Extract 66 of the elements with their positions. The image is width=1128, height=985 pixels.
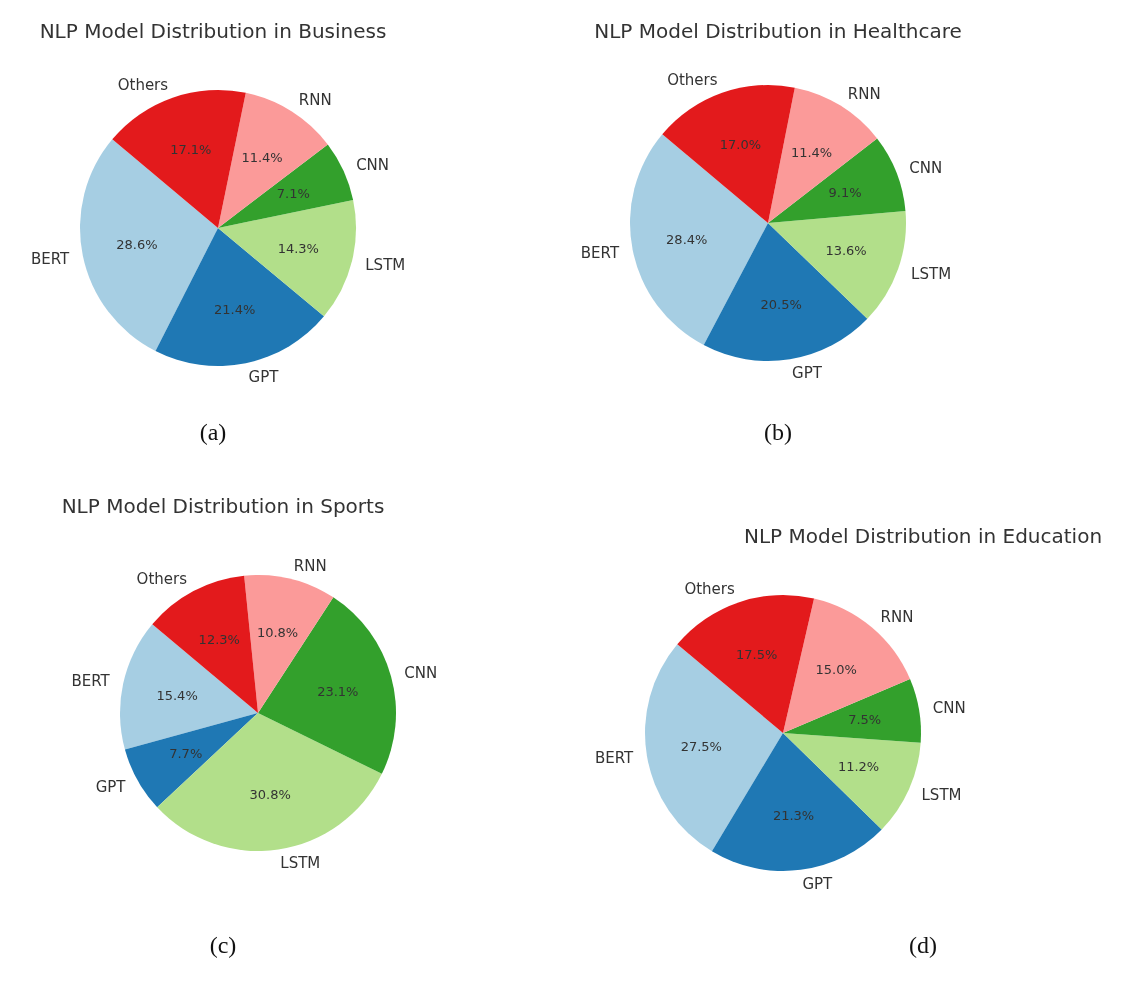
slice-label: BERT: [31, 249, 71, 268]
pie-slice: [155, 228, 324, 366]
data-label: 30.8%: [249, 787, 291, 803]
data-label: 28.4%: [666, 231, 708, 247]
slice-label: GPT: [802, 874, 834, 893]
slice-label: Others: [117, 75, 169, 94]
chart-title: NLP Model Distribution in Business: [39, 19, 387, 43]
slice-label: BERT: [580, 243, 620, 262]
data-label: 15.4%: [156, 687, 198, 703]
slice-label: BERT: [71, 671, 111, 690]
data-label: 17.0%: [719, 137, 762, 153]
data-label: 12.3%: [198, 632, 240, 648]
data-label: 7.7%: [169, 745, 203, 761]
data-label: 14.3%: [277, 240, 319, 256]
slice-label: BERT: [595, 749, 635, 768]
pie-slice: [783, 679, 921, 743]
data-label: 7.1%: [276, 186, 310, 202]
data-label: 21.4%: [214, 301, 256, 317]
slice-label: GPT: [792, 364, 823, 383]
slice-label: RNN: [298, 90, 332, 109]
data-label: 10.8%: [256, 625, 299, 641]
slice-label: LSTM: [365, 256, 406, 275]
data-label: 21.3%: [772, 807, 815, 823]
slice-label: RNN: [880, 607, 914, 626]
data-label: 15.0%: [815, 662, 857, 678]
slice-label: CNN: [404, 663, 438, 682]
slice-label: LSTM: [280, 854, 321, 873]
chart-title: NLP Model Distribution in Sports: [61, 494, 385, 518]
chart-title: NLP Model Distribution in Education: [743, 524, 1103, 548]
pie-slice: [157, 713, 382, 851]
text: (a): [199, 419, 227, 445]
data-label: 17.5%: [736, 647, 778, 663]
slice-label: RNN: [847, 85, 881, 104]
data-label: 11.2%: [837, 759, 880, 775]
slice-label: CNN: [909, 158, 943, 177]
text: (d): [909, 932, 937, 958]
pie-slice: [677, 595, 815, 733]
pie-slice: [768, 87, 878, 223]
pie-slice: [120, 624, 258, 750]
data-label: 9.1%: [828, 185, 862, 201]
pie-slice: [218, 144, 354, 228]
pie-slice: [258, 597, 396, 774]
pie-slice: [768, 138, 906, 223]
data-label: 20.5%: [760, 297, 802, 313]
text: (c): [209, 932, 237, 958]
slice-label: Others: [136, 570, 188, 589]
data-label: 13.6%: [825, 243, 867, 259]
slice-label: CNN: [932, 699, 966, 718]
slice-label: GPT: [248, 367, 280, 386]
data-label: 23.1%: [317, 683, 359, 699]
data-label: 28.6%: [116, 237, 158, 253]
data-label: 11.4%: [241, 150, 283, 166]
slice-label: LSTM: [911, 264, 952, 283]
slice-label: LSTM: [921, 786, 962, 805]
text: (b): [764, 419, 792, 445]
slice-label: CNN: [356, 156, 390, 175]
data-label: 11.4%: [790, 145, 833, 161]
pie-slice: [783, 598, 911, 733]
slice-label: GPT: [95, 778, 127, 797]
slice-label: RNN: [293, 556, 327, 575]
data-label: 17.1%: [170, 142, 212, 158]
chart-title: NLP Model Distribution in Healthcare: [594, 19, 962, 43]
data-label: 27.5%: [680, 739, 722, 755]
slice-label: Others: [684, 580, 736, 599]
data-label: 7.5%: [848, 711, 882, 727]
slice-label: Others: [667, 71, 718, 90]
